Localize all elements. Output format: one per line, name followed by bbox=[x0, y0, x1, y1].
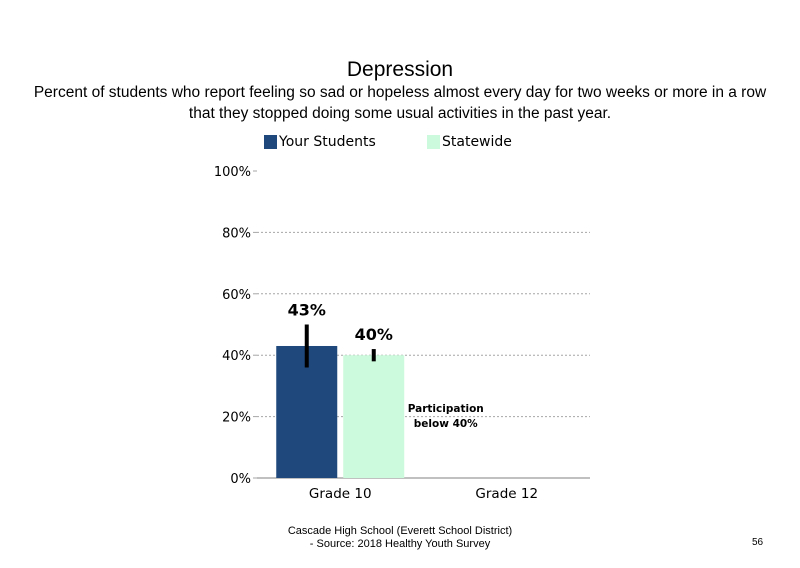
annotation-line-1: Participation bbox=[408, 403, 484, 415]
legend-swatch-your-students bbox=[264, 135, 277, 149]
annotation-line-2: below 40% bbox=[414, 418, 478, 430]
y-tick-label-80: 80% bbox=[222, 226, 251, 241]
y-tick-label-20: 20% bbox=[222, 411, 251, 426]
footer-school: Cascade High School (Everett School Dist… bbox=[287, 525, 513, 537]
x-tick-label-grade-12: Grade 12 bbox=[475, 486, 538, 502]
y-tick-label-100: 100% bbox=[214, 165, 251, 180]
chart-title: Depression bbox=[346, 58, 454, 81]
legend-label-your-students: Your Students bbox=[279, 134, 376, 150]
footer: Cascade High School (Everett School Dist… bbox=[200, 525, 600, 551]
data-label-statewide: 40% bbox=[355, 325, 393, 344]
chart-subtitle: Percent of students who report feeling s… bbox=[33, 84, 767, 122]
page-number: 56 bbox=[752, 537, 764, 548]
x-tick-label-grade-10: Grade 10 bbox=[309, 486, 372, 502]
legend: Your Students Statewide bbox=[0, 133, 800, 153]
footer-source: - Source: 2018 Healthy Youth Survey bbox=[309, 538, 491, 550]
bar-statewide-grade-10 bbox=[343, 355, 405, 478]
legend-swatch-statewide bbox=[427, 135, 440, 149]
data-label-your-students: 43% bbox=[288, 301, 326, 320]
legend-label-statewide: Statewide bbox=[442, 134, 512, 150]
y-tick-label-40: 40% bbox=[222, 349, 251, 364]
y-tick-label-60: 60% bbox=[222, 288, 251, 303]
y-tick-label-0: 0% bbox=[230, 472, 251, 487]
bar-your-students-grade-10 bbox=[276, 345, 338, 478]
